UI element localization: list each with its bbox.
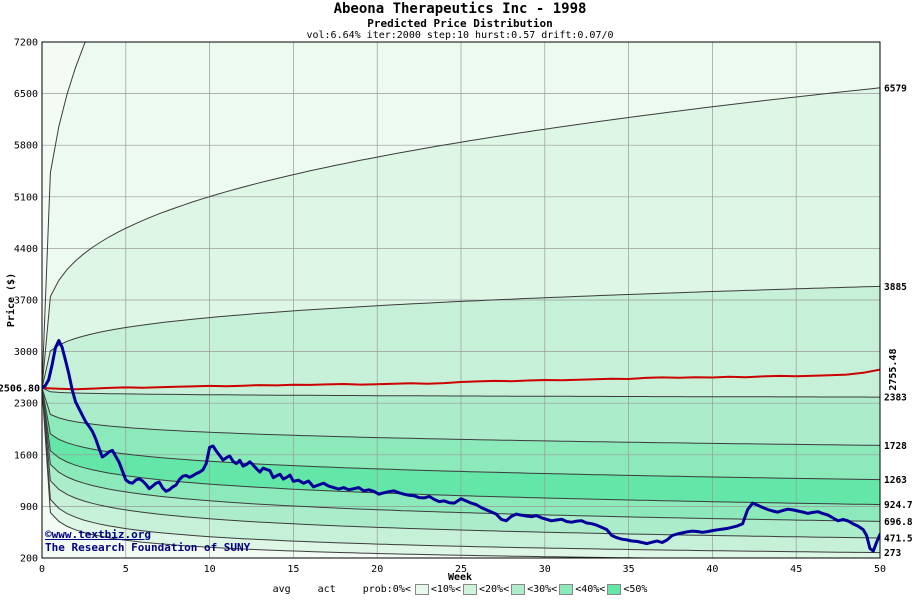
fan-band xyxy=(42,388,880,505)
percentile-curve xyxy=(42,387,880,554)
watermark-link[interactable]: ©www.textbiz.org xyxy=(45,528,151,541)
y-tick-label: 3700 xyxy=(14,296,38,307)
right-edge-label: 471.5 xyxy=(884,534,913,545)
right-edge-label: 6579 xyxy=(884,83,907,94)
legend-avg-line-swatch xyxy=(295,588,311,591)
y-tick-label: 5800 xyxy=(14,141,38,152)
y-tick-label: 1600 xyxy=(14,450,38,461)
legend: avg act prob:0%< <10%< <20%< <30%< <40%< <50… xyxy=(0,584,920,595)
legend-band-label: <10%< xyxy=(430,584,461,595)
right-edge-label: 1728 xyxy=(884,441,907,452)
percentile-curve xyxy=(42,387,880,398)
legend-swatch xyxy=(511,584,526,595)
legend-swatch xyxy=(559,584,574,595)
x-tick-label: 40 xyxy=(706,564,718,575)
fan-band xyxy=(42,388,880,480)
percentile-curve xyxy=(42,387,880,539)
x-tick-label: 0 xyxy=(39,564,45,575)
y-tick-label: 7200 xyxy=(14,38,38,49)
fan-band xyxy=(42,42,880,388)
percentile-curve xyxy=(42,285,880,389)
mean-value-label: 2755.48 xyxy=(888,349,899,391)
legend-act-label: act xyxy=(317,584,336,595)
right-edge-label: 3885 xyxy=(884,282,907,293)
x-tick-label: 50 xyxy=(874,564,886,575)
percentile-curve xyxy=(42,387,688,558)
legend-band-label: <50% xyxy=(623,584,648,595)
avg-line xyxy=(42,368,880,391)
y-tick-label: 200 xyxy=(20,554,38,565)
chart-title: Abeona Therapeutics Inc - 1998 xyxy=(333,1,587,17)
legend-bands: <10%< <20%< <30%< <40%< <50% xyxy=(414,584,648,595)
right-edge-label: 1263 xyxy=(884,475,907,486)
start-price-label: 2506.80 xyxy=(0,384,40,395)
y-tick-label: 6500 xyxy=(14,89,38,100)
y-tick-label: 3000 xyxy=(14,347,38,358)
y-tick-label: 4400 xyxy=(14,244,38,255)
percentile-curve xyxy=(42,387,880,481)
legend-swatch xyxy=(414,584,429,595)
x-tick-label: 15 xyxy=(287,564,299,575)
plot-border xyxy=(41,41,881,559)
fan-band xyxy=(42,388,880,522)
legend-avg-label: avg xyxy=(272,584,291,595)
chart-subtitle: Predicted Price Distribution xyxy=(367,17,553,30)
percentile-curve xyxy=(42,387,880,446)
chart-params: vol:6.64% iter:2000 step:10 hurst:0.57 d… xyxy=(306,30,614,41)
y-axis-title: Price ($) xyxy=(5,273,17,327)
legend-swatch xyxy=(462,584,477,595)
legend-band-label: <20%< xyxy=(478,584,510,595)
legend-band-label: <40%< xyxy=(575,584,606,595)
watermark-org: The Research Foundation of SUNY xyxy=(45,541,251,554)
percentile-curve xyxy=(42,387,880,522)
x-tick-label: 25 xyxy=(455,564,467,575)
legend-act-line-swatch xyxy=(340,588,356,592)
watermark: ©www.textbiz.org The Research Foundation… xyxy=(45,528,250,554)
y-tick-label: 5100 xyxy=(14,192,38,203)
x-tick-label: 35 xyxy=(623,564,635,575)
x-axis-title: Week xyxy=(447,572,473,583)
title-block: Abeona Therapeutics Inc - 1998 Predicted… xyxy=(0,1,920,42)
right-edge-label: 924.7 xyxy=(884,500,913,511)
legend-prob-label: prob:0%< xyxy=(362,584,411,595)
x-tick-label: 10 xyxy=(204,564,216,575)
legend-swatch xyxy=(607,584,622,595)
x-tick-label: 30 xyxy=(539,564,551,575)
right-edge-label: 2383 xyxy=(884,393,907,404)
y-tick-label: 2300 xyxy=(14,399,38,410)
x-tick-label: 5 xyxy=(123,564,129,575)
percentile-curve xyxy=(42,387,880,506)
right-edge-label: 273 xyxy=(884,548,901,559)
right-edge-label: 696.8 xyxy=(884,517,913,528)
x-tick-label: 45 xyxy=(790,564,802,575)
legend-band-label: <30%< xyxy=(527,584,558,595)
x-tick-label: 20 xyxy=(371,564,383,575)
act-line xyxy=(42,339,880,553)
y-tick-label: 900 xyxy=(20,502,38,513)
percentile-curve xyxy=(42,87,880,389)
